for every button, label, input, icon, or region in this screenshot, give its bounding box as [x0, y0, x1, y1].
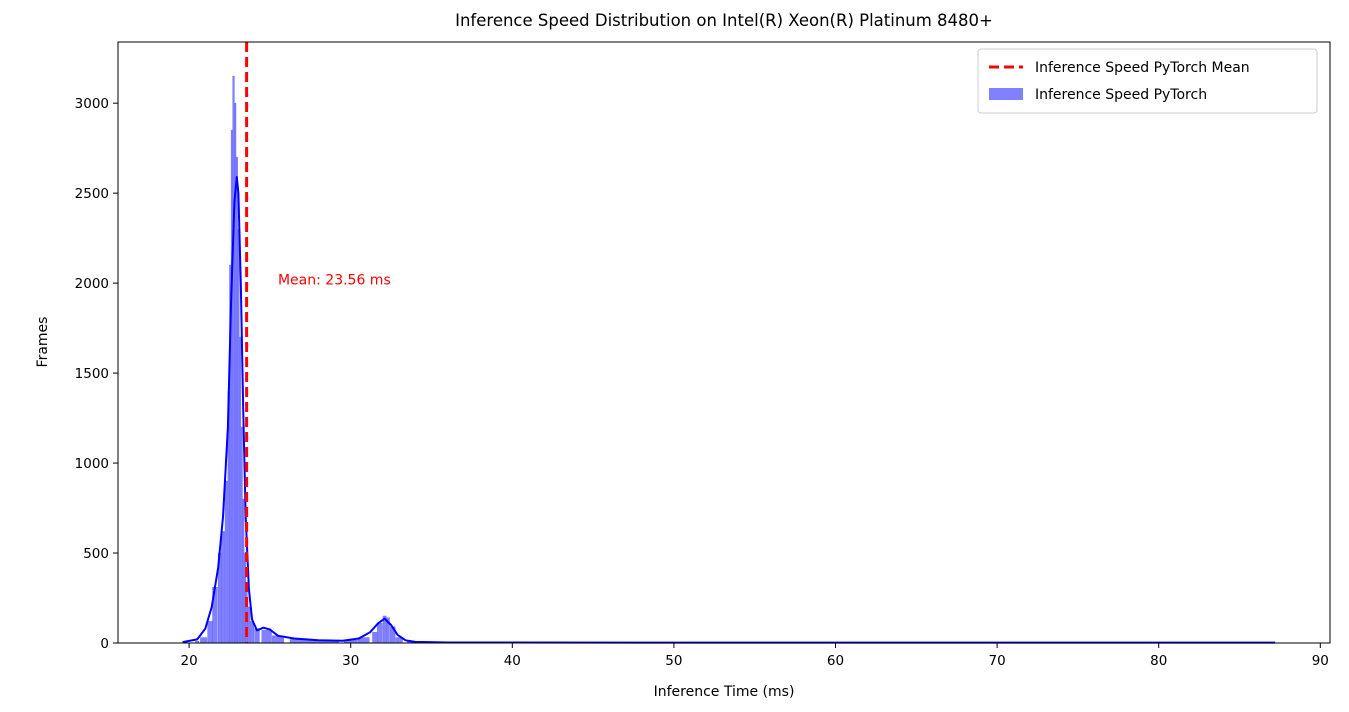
- x-tick-label: 90: [1312, 653, 1329, 669]
- x-tick-label: 50: [665, 653, 682, 669]
- x-tick-label: 80: [1150, 653, 1167, 669]
- legend: Inference Speed PyTorch Mean Inference S…: [977, 48, 1318, 114]
- y-tick-label: 2500: [75, 186, 109, 202]
- histogram-bar: [224, 480, 228, 644]
- legend-label-hist: Inference Speed PyTorch: [1035, 87, 1207, 103]
- histogram-bar: [261, 630, 272, 644]
- x-tick-label: 20: [181, 653, 198, 669]
- y-tick-label: 0: [100, 636, 109, 652]
- y-axis-ticks: 0 500 1000 1500 2000 2500 3000: [75, 96, 118, 652]
- legend-box: [977, 48, 1318, 114]
- mean-label: Mean: 23.56 ms: [278, 273, 391, 289]
- x-tick-label: 40: [504, 653, 521, 669]
- x-tick-label: 30: [342, 653, 359, 669]
- legend-label-mean: Inference Speed PyTorch Mean: [1035, 60, 1250, 76]
- chart-title: Inference Speed Distribution on Intel(R)…: [455, 11, 993, 30]
- histogram-bars: [195, 75, 1274, 644]
- x-tick-label: 60: [827, 653, 844, 669]
- y-tick-label: 1000: [75, 456, 109, 472]
- x-axis-ticks: 20 30 40 50 60 70 80 90: [181, 643, 1329, 669]
- histogram-bar: [221, 531, 225, 644]
- y-axis-label: Frames: [35, 317, 51, 368]
- histogram-bar: [372, 631, 378, 644]
- y-tick-label: 1500: [75, 366, 109, 382]
- x-tick-label: 70: [989, 653, 1006, 669]
- y-tick-label: 2000: [75, 276, 109, 292]
- x-axis-label: Inference Time (ms): [654, 684, 795, 700]
- y-tick-label: 3000: [75, 96, 109, 112]
- histogram-bar: [250, 621, 254, 644]
- histogram-bar: [200, 637, 208, 644]
- kde-line: [182, 176, 1276, 644]
- legend-swatch-hist: [989, 88, 1023, 100]
- y-tick-label: 500: [83, 546, 109, 562]
- plot-frame: [117, 41, 1331, 644]
- histogram-bar: [377, 622, 383, 644]
- histogram-bar: [207, 621, 213, 644]
